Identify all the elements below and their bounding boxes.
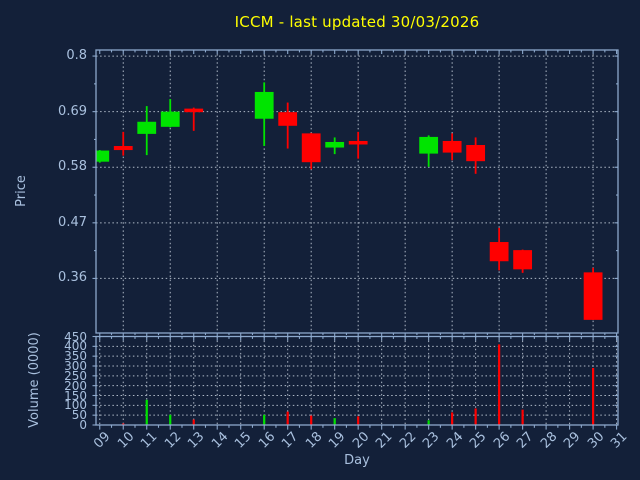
volume-tick-label-250: 250	[64, 368, 87, 383]
volume-bar-day-27	[521, 409, 524, 425]
price-plot-border	[95, 49, 619, 334]
volume-bar-day-11	[145, 399, 148, 425]
candle-day-20	[348, 131, 368, 159]
candle-day-11	[137, 106, 157, 156]
volume-bar-day-17	[286, 411, 289, 425]
volume-bar-day-25	[474, 408, 477, 425]
candle-day-25	[466, 137, 486, 174]
volume-bar-day-13	[192, 419, 195, 425]
volume-bar-day-19	[333, 418, 336, 425]
volume-bar-day-23	[427, 420, 430, 425]
price-tick-label-0.36: 0.36	[58, 270, 87, 286]
volume-plot-border	[95, 335, 619, 426]
candle-day-16	[254, 82, 274, 147]
price-tick-label-0.58: 0.58	[58, 159, 87, 175]
volume-tick-label-150: 150	[64, 388, 87, 403]
volume-bar-day-20	[357, 416, 360, 425]
candle-day-12	[160, 99, 180, 128]
volume-tick-label-50: 50	[71, 408, 87, 423]
tick-marks	[92, 50, 618, 430]
candle-day-13	[184, 107, 204, 131]
candle-day-18	[301, 132, 321, 170]
volume-bars	[122, 344, 595, 425]
volume-bar-day-16	[263, 414, 266, 425]
gridlines	[96, 50, 618, 425]
volume-bar-day-30	[591, 367, 595, 425]
candle-day-23	[419, 135, 439, 167]
price-tick-label-0.8: 0.8	[66, 48, 87, 64]
volume-tick-label-300: 300	[64, 359, 87, 373]
candles	[96, 82, 603, 320]
volume-bar-day-12	[169, 414, 172, 425]
volume-bar-day-10	[122, 423, 125, 425]
candle-day-24	[442, 133, 462, 161]
candle-day-30	[583, 267, 603, 320]
volume-tick-label-400: 400	[64, 339, 87, 354]
volume-tick-label-450: 450	[64, 329, 87, 344]
volume-tick-label-350: 350	[64, 349, 87, 364]
volume-bar-day-24	[451, 412, 454, 425]
volume-tick-label-0: 0	[79, 418, 87, 432]
volume-bar-day-26	[498, 344, 501, 425]
volume-bar-day-18	[310, 415, 313, 425]
candle-day-26	[489, 227, 509, 271]
candle-day-17	[278, 102, 298, 149]
volume-tick-label-200: 200	[64, 378, 87, 393]
volume-tick-label-100: 100	[64, 398, 87, 413]
candle-day-19	[325, 137, 345, 155]
candle-day-10	[113, 131, 133, 156]
price-tick-label-0.69: 0.69	[58, 103, 87, 119]
plot-borders	[95, 49, 619, 426]
candle-day-27	[513, 249, 533, 273]
candle-day-09	[96, 150, 110, 163]
price-tick-label-0.47: 0.47	[58, 214, 87, 230]
